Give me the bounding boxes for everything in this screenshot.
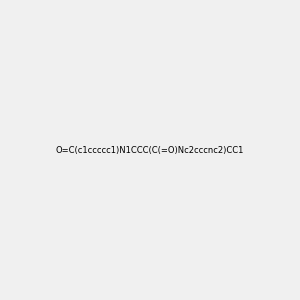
Text: O=C(c1ccccc1)N1CCC(C(=O)Nc2cccnc2)CC1: O=C(c1ccccc1)N1CCC(C(=O)Nc2cccnc2)CC1 bbox=[56, 146, 244, 154]
